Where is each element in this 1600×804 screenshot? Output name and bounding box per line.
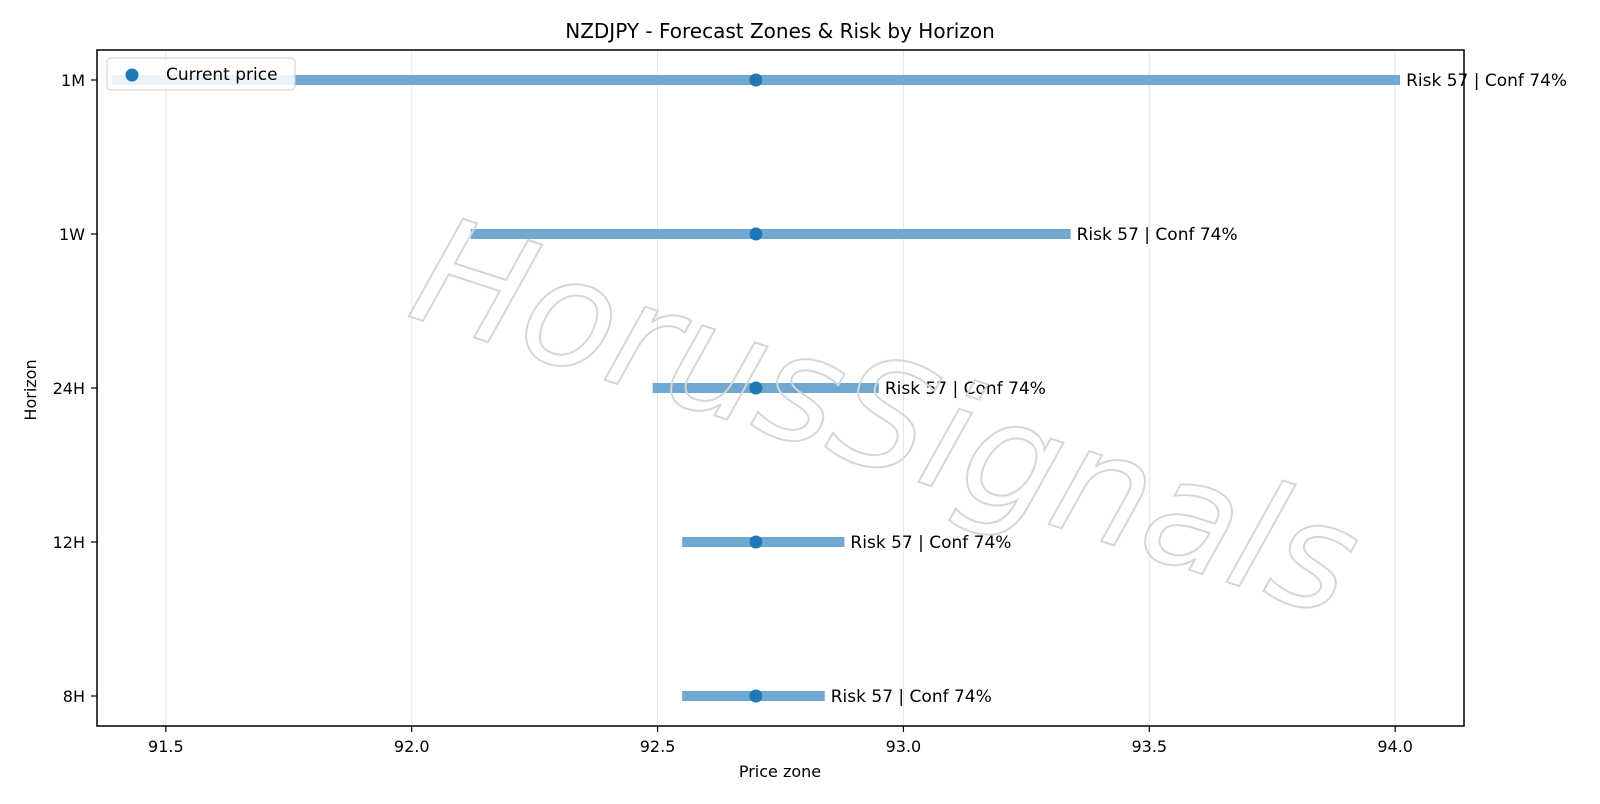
y-axis-ticks: 1M 1W 24H 12H 8H [53,71,97,706]
legend-current-price-label: Current price [166,65,278,85]
current-price-marker [749,535,763,549]
y-tick-label: 12H [53,533,85,552]
legend-box [106,57,296,91]
x-tick-label: 91.5 [148,737,184,756]
x-tick-label: 93.5 [1131,737,1167,756]
x-tick-label: 94.0 [1377,737,1413,756]
current-price-marker [749,689,763,703]
x-tick-label: 92.0 [394,737,430,756]
x-tick-label: 92.5 [640,737,676,756]
y-axis-label: Horizon [21,359,40,420]
current-price-marker [749,381,763,395]
zone-label: Risk 57 | Conf 74% [850,533,1011,553]
watermark: HorusSignals [393,183,1379,653]
legend-current-price-marker [125,68,139,82]
zone-label: Risk 57 | Conf 74% [1077,225,1238,245]
legend: Current price [106,57,296,91]
y-tick-label: 8H [63,687,85,706]
y-tick-label: 24H [53,379,85,398]
zone-label: Risk 57 | Conf 74% [831,687,992,707]
x-tick-label: 93.0 [886,737,922,756]
x-axis-ticks: 91.5 92.0 92.5 93.0 93.5 94.0 [148,726,1413,756]
zone-label: Risk 57 | Conf 74% [1406,71,1567,91]
current-price-marker [749,73,763,87]
current-price-marker [749,227,763,241]
zone-label: Risk 57 | Conf 74% [885,379,1046,399]
y-tick-label: 1W [59,225,85,244]
chart-title: NZDJPY - Forecast Zones & Risk by Horizo… [565,19,995,43]
x-axis-label: Price zone [739,762,821,781]
zone-bars: Risk 57 | Conf 74% Risk 57 | Conf 74% Risk… [111,71,1567,707]
watermark-text: HorusSignals [394,184,1378,652]
y-tick-label: 1M [61,71,85,90]
